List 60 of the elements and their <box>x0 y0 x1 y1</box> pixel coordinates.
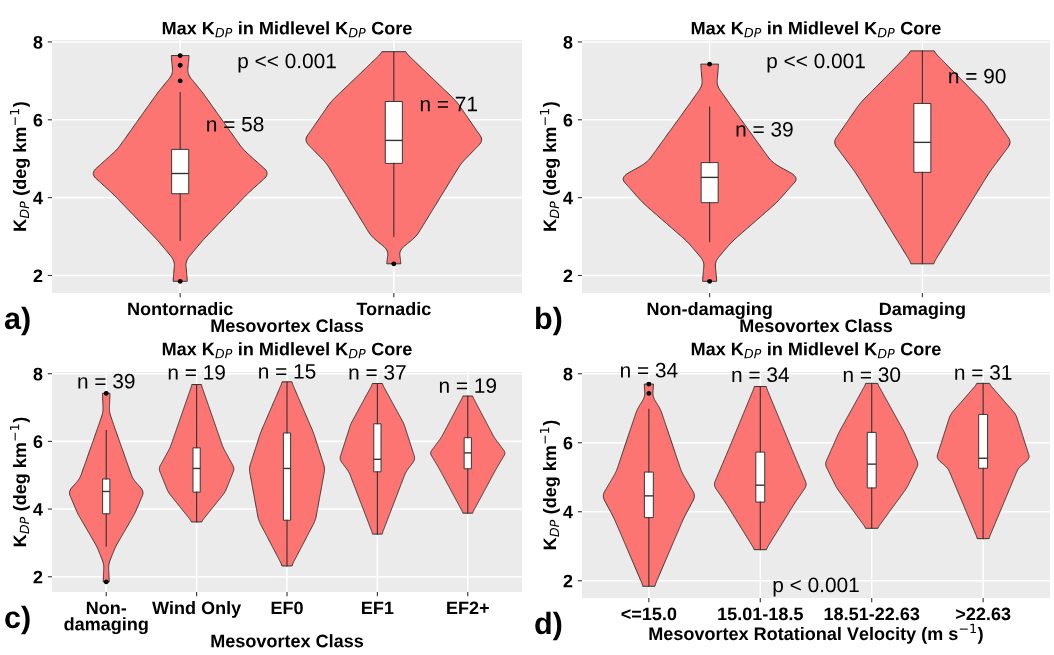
x-tick-label: Wind Only <box>152 601 242 618</box>
y-axis-title: K$_{DP}$ (deg km$^{−1}$) <box>539 420 560 550</box>
text: b) <box>536 306 562 336</box>
x-axis-title: Mesovortex Class <box>740 318 893 333</box>
annotation: n = 37 <box>349 365 406 380</box>
x-tick-label: <=15.0 <box>621 607 677 621</box>
x-tick-label: EF0 <box>271 601 303 615</box>
x-tick-label: EF1 <box>362 601 394 615</box>
y-tick-label: 8 <box>563 35 573 49</box>
annotation: n = 19 <box>439 378 497 393</box>
y-axis-title: K$_{DP}$ (deg km$^{−1}$) <box>539 102 560 231</box>
annotation: n = 30 <box>843 367 901 383</box>
annotation: p << 0.001 <box>238 53 336 73</box>
x-axis-title: Mesovortex Class <box>211 318 364 333</box>
x-tick-label: 15.01-18.5 <box>718 607 803 621</box>
annotation: n = 31 <box>955 365 1012 380</box>
annotation: n = 39 <box>78 373 135 389</box>
y-axis-title: K$_{DP}$ (deg km$^{−1}$) <box>9 417 30 547</box>
annotation: p < 0.001 <box>773 577 859 597</box>
y-tick-label: 2 <box>563 269 573 283</box>
annotation: n = 39 <box>736 121 793 137</box>
x-tick-label: Tornadic <box>356 302 431 316</box>
y-tick-label: 4 <box>33 503 43 516</box>
y-tick-label: 6 <box>33 435 43 449</box>
y-tick-label: 2 <box>563 574 573 588</box>
y-tick-label: 4 <box>563 191 573 205</box>
x-tick-label: Damaging <box>879 302 965 319</box>
y-tick-label: 8 <box>563 367 573 381</box>
annotation: n = 71 <box>420 96 477 112</box>
x-tick-label: EF2+ <box>447 601 489 615</box>
y-tick-label: 4 <box>33 191 43 205</box>
annotation: n = 34 <box>620 362 678 378</box>
y-tick-label: 2 <box>33 269 43 283</box>
chart-title: Max K$_{DP}$ in Midlevel K$_{DP}$ Core <box>691 342 941 359</box>
x-tick-label: Nontornadic <box>128 302 233 316</box>
y-tick-label: 6 <box>563 113 573 127</box>
y-tick-label: 8 <box>33 367 43 381</box>
y-tick-label: 8 <box>33 35 43 49</box>
y-axis-title: K$_{DP}$ (deg km$^{−1}$) <box>9 102 30 231</box>
y-tick-label: 6 <box>33 113 43 127</box>
text: d) <box>535 611 562 641</box>
x-tick-label: >22.63 <box>956 607 1011 621</box>
annotation: p << 0.001 <box>767 53 865 73</box>
chart-title: Max K$_{DP}$ in Midlevel K$_{DP}$ Core <box>691 21 941 38</box>
annotation: n = 15 <box>259 364 316 379</box>
x-tick-label: 18.51-22.63 <box>824 607 920 621</box>
annotation: n = 90 <box>949 68 1006 84</box>
x-tick-label: Non-damaging <box>647 302 772 319</box>
y-tick-label: 2 <box>33 570 43 584</box>
annotation: n = 19 <box>168 365 225 380</box>
y-tick-label: 4 <box>563 505 573 519</box>
x-axis-title: Mesovortex Rotational Velocity (m s$^{−1}$) <box>649 623 983 644</box>
text: c) <box>5 605 30 635</box>
x-tick-label: Non- damaging <box>64 601 148 635</box>
chart-title: Max K$_{DP}$ in Midlevel K$_{DP}$ Core <box>162 21 412 38</box>
chart-title: Max K$_{DP}$ in Midlevel K$_{DP}$ Core <box>162 342 412 359</box>
y-tick-label: 6 <box>563 436 573 450</box>
text: a) <box>4 306 30 336</box>
annotation: n = 34 <box>732 367 789 383</box>
x-axis-title: Mesovortex Class <box>211 634 364 648</box>
